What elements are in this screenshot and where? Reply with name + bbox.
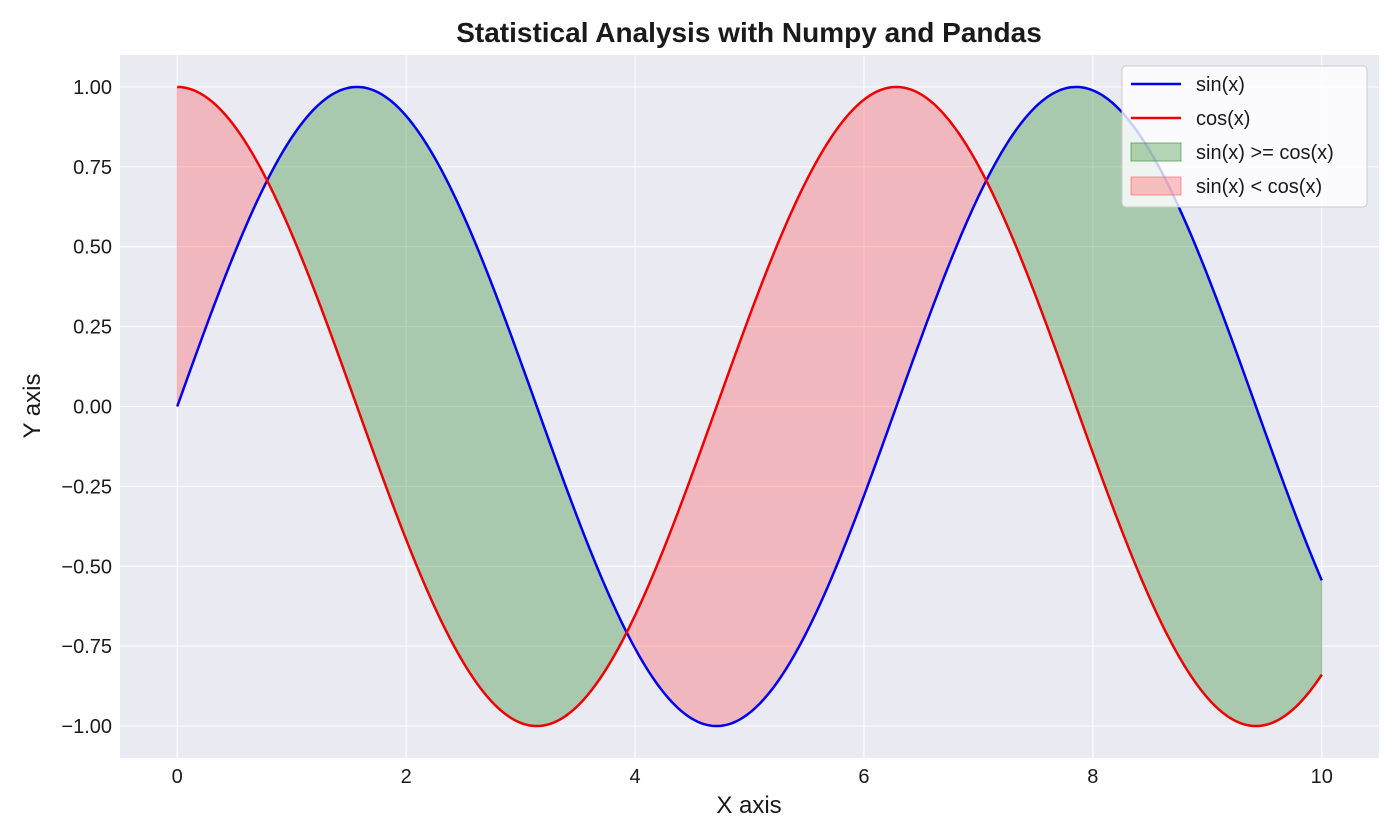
legend: sin(x) cos(x) sin(x) >= cos(x) sin(x) < … <box>1121 65 1368 208</box>
x-tick-label: 2 <box>401 766 412 788</box>
y-tick-label: 0.25 <box>73 317 112 339</box>
y-tick-label: −0.75 <box>61 636 112 658</box>
y-tick-label: 0.00 <box>73 397 112 419</box>
legend-label-sin-ge-cos: sin(x) >= cos(x) <box>1196 142 1334 164</box>
grid <box>120 55 1379 758</box>
y-tick-label: −1.00 <box>61 716 112 738</box>
y-tick-label: −0.25 <box>61 476 112 498</box>
chart-title: Statistical Analysis with Numpy and Pand… <box>456 17 1042 48</box>
y-tick-label: −0.50 <box>61 556 112 578</box>
legend-patch-sin-lt-cos <box>1130 176 1182 196</box>
x-tick-label: 4 <box>629 766 640 788</box>
legend-label-cos: cos(x) <box>1196 108 1250 130</box>
y-tick-label: 0.75 <box>73 157 112 179</box>
x-tick-label: 6 <box>858 766 869 788</box>
legend-box <box>1121 65 1368 208</box>
fill-regions <box>176 86 1323 727</box>
y-tick-labels: −1.00 −0.75 −0.50 −0.25 0.00 0.25 0.50 0.75 1.00 <box>61 77 112 738</box>
y-tick-label: 1.00 <box>73 77 112 99</box>
x-axis-label: X axis <box>716 792 781 819</box>
series-line-cos <box>177 85 1323 728</box>
legend-label-sin: sin(x) <box>1196 74 1245 96</box>
y-axis-label: Y axis <box>19 374 46 439</box>
x-tick-label: 0 <box>172 766 183 788</box>
y-tick-label: 0.50 <box>73 237 112 259</box>
x-tick-labels: 0 2 4 6 8 10 <box>172 766 1333 788</box>
x-tick-label: 10 <box>1311 766 1333 788</box>
x-tick-label: 8 <box>1087 766 1098 788</box>
legend-label-sin-lt-cos: sin(x) < cos(x) <box>1196 176 1322 198</box>
legend-patch-sin-ge-cos <box>1130 142 1182 162</box>
